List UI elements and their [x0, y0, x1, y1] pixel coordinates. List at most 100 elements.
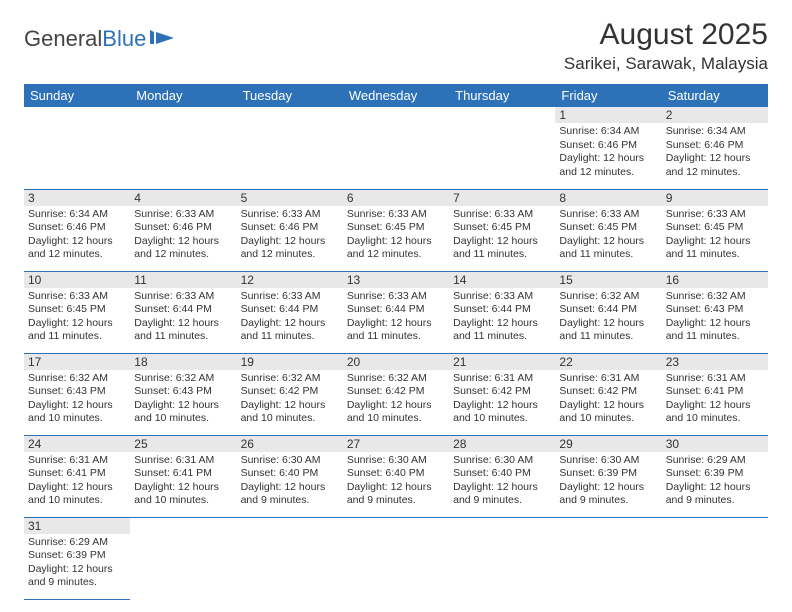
daylight-line: Daylight: 12 hours and 11 minutes. [559, 317, 657, 344]
calendar-cell: 13Sunrise: 6:33 AMSunset: 6:44 PMDayligh… [343, 271, 449, 353]
day-content: Sunrise: 6:33 AMSunset: 6:44 PMDaylight:… [449, 288, 555, 349]
sunrise-line: Sunrise: 6:31 AM [28, 454, 126, 468]
logo-text-b: Blue [102, 26, 146, 52]
daylight-line: Daylight: 12 hours and 9 minutes. [241, 481, 339, 508]
sunset-line: Sunset: 6:43 PM [666, 303, 764, 317]
daylight-line: Daylight: 12 hours and 10 minutes. [134, 481, 232, 508]
sunset-line: Sunset: 6:41 PM [28, 467, 126, 481]
day-content: Sunrise: 6:33 AMSunset: 6:45 PMDaylight:… [24, 288, 130, 349]
sunrise-line: Sunrise: 6:32 AM [666, 290, 764, 304]
daylight-line: Daylight: 12 hours and 11 minutes. [28, 317, 126, 344]
sunset-line: Sunset: 6:46 PM [134, 221, 232, 235]
day-content: Sunrise: 6:31 AMSunset: 6:42 PMDaylight:… [449, 370, 555, 431]
daylight-line: Daylight: 12 hours and 10 minutes. [28, 399, 126, 426]
day-number: 22 [555, 354, 661, 370]
sunset-line: Sunset: 6:44 PM [347, 303, 445, 317]
day-content: Sunrise: 6:34 AMSunset: 6:46 PMDaylight:… [24, 206, 130, 267]
day-content: Sunrise: 6:33 AMSunset: 6:45 PMDaylight:… [343, 206, 449, 267]
sunset-line: Sunset: 6:42 PM [347, 385, 445, 399]
sunset-line: Sunset: 6:44 PM [453, 303, 551, 317]
sunrise-line: Sunrise: 6:33 AM [241, 290, 339, 304]
daylight-line: Daylight: 12 hours and 10 minutes. [241, 399, 339, 426]
day-number: 1 [555, 107, 661, 123]
sunrise-line: Sunrise: 6:31 AM [134, 454, 232, 468]
day-content: Sunrise: 6:30 AMSunset: 6:40 PMDaylight:… [237, 452, 343, 513]
day-number: 2 [662, 107, 768, 123]
sunrise-line: Sunrise: 6:33 AM [559, 208, 657, 222]
calendar-cell: 21Sunrise: 6:31 AMSunset: 6:42 PMDayligh… [449, 353, 555, 435]
day-content: Sunrise: 6:31 AMSunset: 6:42 PMDaylight:… [555, 370, 661, 431]
sunset-line: Sunset: 6:41 PM [134, 467, 232, 481]
sunrise-line: Sunrise: 6:31 AM [666, 372, 764, 386]
sunrise-line: Sunrise: 6:33 AM [453, 208, 551, 222]
daylight-line: Daylight: 12 hours and 9 minutes. [666, 481, 764, 508]
calendar-row: 17Sunrise: 6:32 AMSunset: 6:43 PMDayligh… [24, 353, 768, 435]
calendar-cell [130, 107, 236, 189]
calendar-row: 31Sunrise: 6:29 AMSunset: 6:39 PMDayligh… [24, 517, 768, 599]
sunrise-line: Sunrise: 6:33 AM [28, 290, 126, 304]
daylight-line: Daylight: 12 hours and 11 minutes. [453, 317, 551, 344]
calendar-cell [130, 517, 236, 599]
day-number: 24 [24, 436, 130, 452]
sunset-line: Sunset: 6:45 PM [453, 221, 551, 235]
day-number: 20 [343, 354, 449, 370]
calendar-cell [555, 517, 661, 599]
daylight-line: Daylight: 12 hours and 12 minutes. [134, 235, 232, 262]
day-content: Sunrise: 6:33 AMSunset: 6:44 PMDaylight:… [343, 288, 449, 349]
daylight-line: Daylight: 12 hours and 11 minutes. [559, 235, 657, 262]
calendar-cell: 9Sunrise: 6:33 AMSunset: 6:45 PMDaylight… [662, 189, 768, 271]
calendar-cell [237, 107, 343, 189]
sunrise-line: Sunrise: 6:32 AM [134, 372, 232, 386]
calendar-cell: 14Sunrise: 6:33 AMSunset: 6:44 PMDayligh… [449, 271, 555, 353]
sunset-line: Sunset: 6:46 PM [28, 221, 126, 235]
flag-icon [150, 26, 176, 52]
calendar-cell: 31Sunrise: 6:29 AMSunset: 6:39 PMDayligh… [24, 517, 130, 599]
calendar-cell: 2Sunrise: 6:34 AMSunset: 6:46 PMDaylight… [662, 107, 768, 189]
sunrise-line: Sunrise: 6:32 AM [28, 372, 126, 386]
daylight-line: Daylight: 12 hours and 10 minutes. [28, 481, 126, 508]
sunset-line: Sunset: 6:45 PM [28, 303, 126, 317]
sunset-line: Sunset: 6:39 PM [666, 467, 764, 481]
calendar-cell [449, 107, 555, 189]
month-title: August 2025 [564, 18, 768, 52]
calendar-cell: 19 Sunrise: 6:32 AMSunset: 6:42 PMDayligh… [237, 353, 343, 435]
weekday-header: Wednesday [343, 84, 449, 107]
weekday-header: Sunday [24, 84, 130, 107]
sunrise-line: Sunrise: 6:30 AM [559, 454, 657, 468]
daylight-line: Daylight: 12 hours and 9 minutes. [559, 481, 657, 508]
day-number: 8 [555, 190, 661, 206]
day-number: 26 [237, 436, 343, 452]
calendar-cell: 11Sunrise: 6:33 AMSunset: 6:44 PMDayligh… [130, 271, 236, 353]
day-content: Sunrise: 6:30 AMSunset: 6:40 PMDaylight:… [449, 452, 555, 513]
calendar-cell: 15Sunrise: 6:32 AMSunset: 6:44 PMDayligh… [555, 271, 661, 353]
sunrise-line: Sunrise: 6:33 AM [453, 290, 551, 304]
calendar-cell: 8Sunrise: 6:33 AMSunset: 6:45 PMDaylight… [555, 189, 661, 271]
daylight-line: Daylight: 12 hours and 12 minutes. [559, 152, 657, 179]
day-number: 3 [24, 190, 130, 206]
day-number: 31 [24, 518, 130, 534]
daylight-line: Daylight: 12 hours and 9 minutes. [28, 563, 126, 590]
day-content: Sunrise: 6:31 AMSunset: 6:41 PMDaylight:… [24, 452, 130, 513]
sunset-line: Sunset: 6:44 PM [241, 303, 339, 317]
sunrise-line: Sunrise: 6:34 AM [28, 208, 126, 222]
weekday-header: Tuesday [237, 84, 343, 107]
calendar: Sunday Monday Tuesday Wednesday Thursday… [24, 84, 768, 600]
sunset-line: Sunset: 6:45 PM [666, 221, 764, 235]
sunrise-line: Sunrise: 6:32 AM [241, 372, 339, 386]
calendar-cell: 30Sunrise: 6:29 AMSunset: 6:39 PMDayligh… [662, 435, 768, 517]
calendar-cell [449, 517, 555, 599]
daylight-line: Daylight: 12 hours and 12 minutes. [241, 235, 339, 262]
daylight-line: Daylight: 12 hours and 10 minutes. [453, 399, 551, 426]
day-number: 10 [24, 272, 130, 288]
sunset-line: Sunset: 6:42 PM [241, 385, 339, 399]
calendar-cell: 27Sunrise: 6:30 AMSunset: 6:40 PMDayligh… [343, 435, 449, 517]
sunrise-line: Sunrise: 6:33 AM [347, 290, 445, 304]
day-number: 23 [662, 354, 768, 370]
day-number: 19 [237, 354, 343, 370]
daylight-line: Daylight: 12 hours and 10 minutes. [347, 399, 445, 426]
sunset-line: Sunset: 6:43 PM [28, 385, 126, 399]
day-content: Sunrise: 6:30 AMSunset: 6:40 PMDaylight:… [343, 452, 449, 513]
sunrise-line: Sunrise: 6:32 AM [559, 290, 657, 304]
calendar-cell: 6Sunrise: 6:33 AMSunset: 6:45 PMDaylight… [343, 189, 449, 271]
logo: GeneralBlue [24, 18, 176, 52]
